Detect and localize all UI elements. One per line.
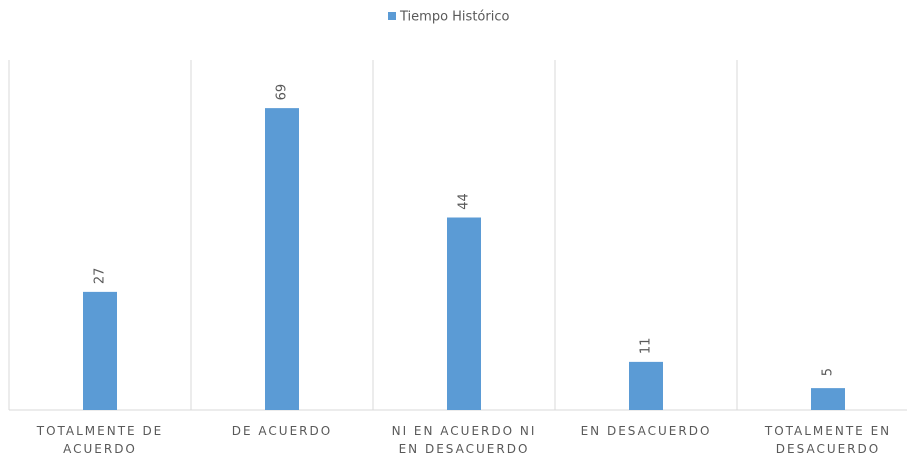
legend-swatch: [388, 12, 396, 20]
bar: [811, 388, 845, 410]
x-tick-label: DE ACUERDO: [231, 424, 333, 438]
legend-label: Tiempo Histórico: [399, 10, 509, 25]
data-label: 11: [639, 338, 654, 355]
bar: [83, 291, 117, 410]
data-label: 44: [457, 193, 472, 210]
bar: [629, 361, 663, 410]
bar: [265, 108, 299, 410]
data-label: 27: [93, 268, 108, 285]
data-label: 69: [275, 84, 290, 101]
x-tick-label: TOTALMENTE EN DESACUERDO: [764, 424, 892, 456]
x-tick-label: NI EN ACUERDO NI EN DESACUERDO: [391, 424, 537, 456]
x-tick-label: EN DESACUERDO: [580, 424, 712, 438]
bar: [447, 217, 481, 410]
x-tick-label: TOTALMENTE DE ACUERDO: [36, 424, 164, 456]
data-label: 5: [821, 368, 836, 376]
